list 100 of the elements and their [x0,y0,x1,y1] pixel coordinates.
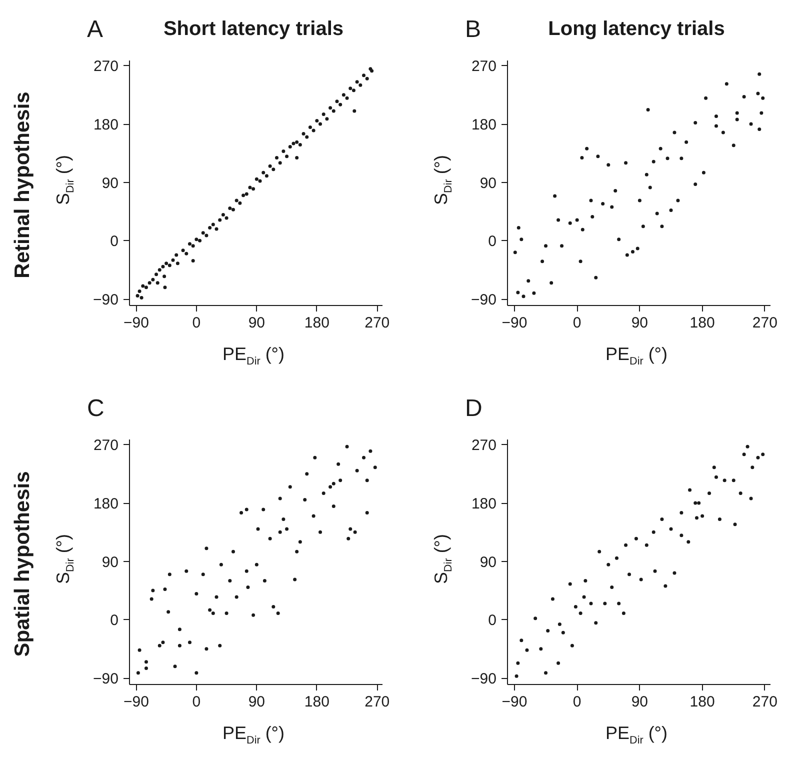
x-tick-label: 180 [304,314,330,332]
point [570,644,574,648]
point [653,569,657,573]
point [660,517,664,521]
point [514,674,518,678]
x-tick-label: −90 [502,694,528,710]
x-tick-label: 90 [248,314,266,332]
x-tick-label: −90 [502,314,528,332]
point [525,648,529,652]
point [694,501,698,505]
point [680,534,684,538]
point [639,578,643,582]
chart-title: Short latency trials [162,17,345,42]
point [574,604,578,608]
point [617,602,621,606]
point [718,517,722,521]
point [708,492,712,496]
x-tick-label: 180 [690,694,715,710]
point [749,496,753,500]
point [603,602,607,606]
point [582,595,586,599]
point [644,543,648,547]
point [556,661,560,665]
x-tick-label: 180 [690,314,715,332]
x-tick-label: 0 [572,694,582,710]
point [594,621,598,625]
chart-title: Long latency trials [547,17,726,42]
point [628,572,632,576]
point [610,586,614,590]
point [589,602,593,606]
y-tick-label: 180 [471,496,497,513]
x-tick-label: 180 [304,694,330,710]
text: Retinal hypothesis [10,91,35,278]
text: Spatial hypothesis [10,470,35,656]
point [700,514,704,518]
y-tick-label: 90 [102,554,119,571]
y-tick-label: 0 [110,612,118,630]
point [516,661,520,665]
point [756,456,760,460]
point [686,540,690,544]
y-tick-label: 0 [110,233,118,250]
point [761,452,765,456]
y-tick-label: 270 [93,437,119,454]
point [664,584,668,588]
y-tick-label: 180 [93,116,119,134]
y-tick-label: 90 [480,554,497,571]
y-tick-label: 0 [488,612,496,630]
point [732,478,736,482]
y-tick-label: 270 [93,58,119,76]
x-axis-title: PE$_{Dir}$ (°) [604,343,668,370]
x-tick-label: 270 [364,694,390,710]
x-axis-title: PE$_{Dir}$ (°) [222,343,286,370]
point [539,647,543,651]
x-tick-label: 270 [752,694,778,710]
x-tick-label: 0 [192,694,201,710]
point [742,452,746,456]
x-tick-label: 90 [631,694,648,710]
y-tick-label: 90 [102,174,119,192]
y-tick-label: 90 [480,174,497,192]
point [520,638,524,642]
text: D [465,394,482,424]
text: B [465,15,482,45]
point [624,543,628,547]
point [578,611,582,615]
y-tick-label: 180 [471,116,497,134]
point [750,466,754,470]
x-axis-title: PE$_{Dir}$ (°) [604,722,668,749]
x-tick-label: 90 [631,314,648,332]
x-tick-label: 270 [364,314,390,332]
point [722,478,726,482]
y-tick-label: 180 [93,496,119,513]
y-tick-label: 270 [471,58,497,76]
x-tick-label: 90 [248,694,266,710]
point [534,616,538,620]
point [697,501,701,505]
y-tick-label: −90 [471,670,497,688]
x-axis-title: PE$_{Dir}$ (°) [222,722,286,749]
point [544,671,548,675]
point [688,488,692,492]
x-tick-label: 0 [192,314,201,332]
point [680,510,684,514]
point [568,582,572,586]
point [652,530,656,534]
point [669,527,673,531]
point [622,611,626,615]
point [584,579,588,583]
point [558,622,562,626]
y-tick-label: −90 [93,670,119,688]
y-tick-label: 270 [471,437,497,454]
point [598,550,602,554]
point [614,556,618,560]
x-tick-label: 270 [752,314,778,332]
y-tick-label: −90 [93,292,119,309]
point [714,475,718,479]
point [733,522,737,526]
point [672,571,676,575]
point [561,630,565,634]
point [546,628,550,632]
point [634,536,638,540]
x-tick-label: −90 [123,694,149,710]
